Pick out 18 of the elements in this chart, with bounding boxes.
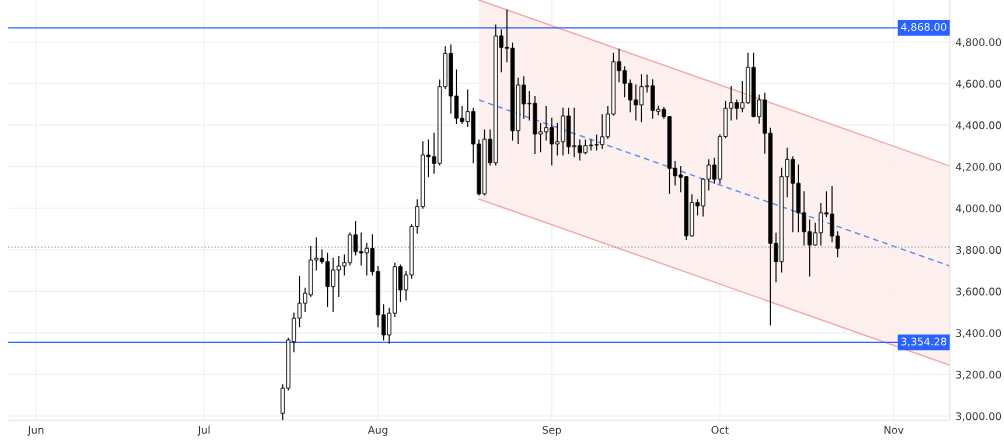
x-tick-label: Nov [884, 426, 904, 434]
x-tick-label: Jul [197, 425, 210, 436]
x-tick-label: Oct [711, 425, 729, 434]
y-tick-label: 4,000.00 [955, 204, 1002, 214]
y-tick-label: 3,800.00 [956, 246, 1002, 255]
y-tick-label: 3,400.00 [956, 329, 1002, 339]
y-tick-label: 4,400.00 [955, 121, 1002, 131]
y-tick-label: 3,200.00 [956, 370, 1002, 380]
y-tick-label: 4,200.00 [955, 162, 1002, 172]
y-tick-label: 4,800.00 [955, 38, 1002, 48]
y-tick-label: 3,000.00 [956, 412, 1002, 422]
ref-line-label: 4,868.00 [901, 22, 947, 32]
ref-line-label: 3,354.28 [901, 337, 947, 347]
x-tick-label: Sep [542, 425, 562, 436]
y-tick-label: 3,600.00 [956, 287, 1002, 297]
y-tick-label: 4,600.00 [955, 79, 1002, 89]
x-tick-label: Aug [367, 426, 388, 436]
x-tick-label: Jun [27, 426, 44, 436]
